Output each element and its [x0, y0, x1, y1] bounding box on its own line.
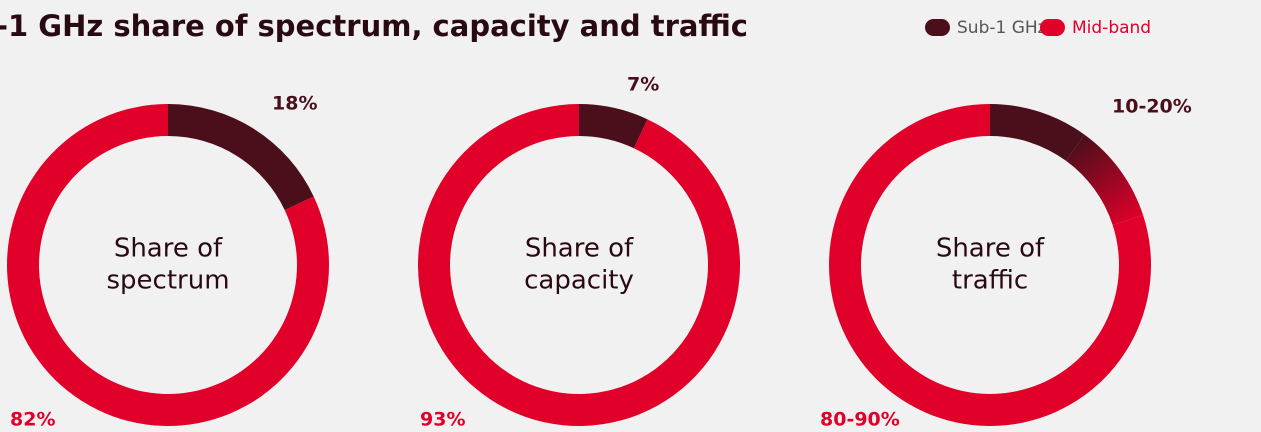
donut-segment — [990, 104, 1085, 161]
data-label: 80-90% — [820, 409, 900, 431]
data-label: 10-20% — [1112, 96, 1192, 118]
legend-swatch — [925, 19, 950, 36]
center-label: Share of — [114, 234, 223, 264]
data-label: 93% — [420, 409, 465, 431]
donut-segment — [579, 104, 648, 149]
center-label: capacity — [524, 266, 634, 296]
data-label: 82% — [10, 409, 55, 431]
chart-title: -1 GHz share of spectrum, capacity and t… — [0, 9, 748, 43]
legend-label: Mid-band — [1072, 18, 1151, 38]
center-label: Share of — [525, 234, 634, 264]
center-label: traffic — [952, 266, 1028, 296]
donut-segment — [168, 104, 314, 211]
legend-swatch — [1040, 19, 1065, 36]
center-label: Share of — [936, 234, 1045, 264]
center-label: spectrum — [106, 266, 229, 296]
donut-segment-range — [1065, 134, 1144, 226]
data-label: 18% — [272, 93, 317, 115]
legend-label: Sub-1 GHz — [957, 18, 1047, 38]
data-label: 7% — [627, 74, 659, 96]
